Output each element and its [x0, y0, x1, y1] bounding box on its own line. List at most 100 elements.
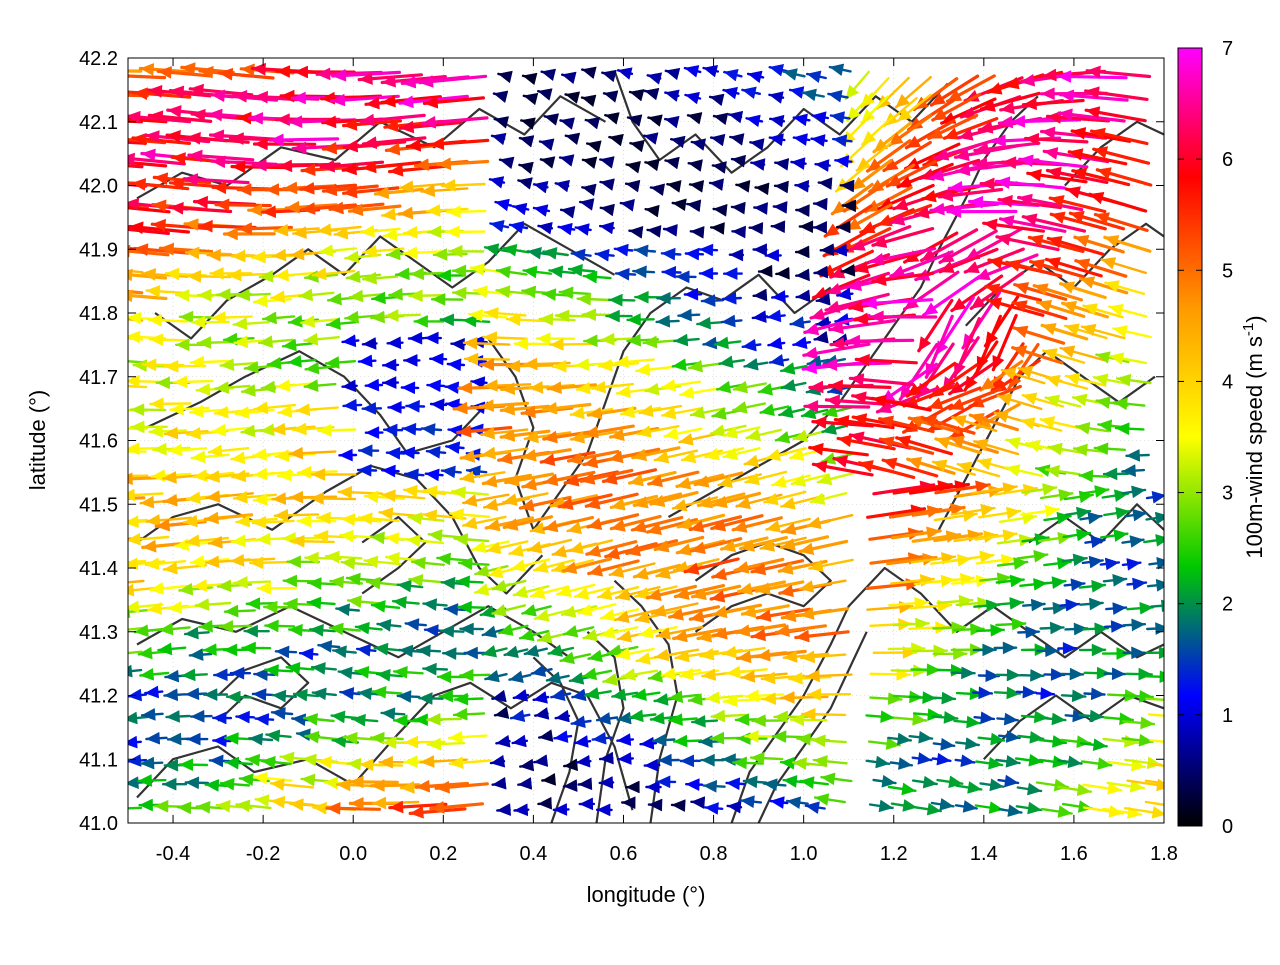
wind-vector-462 [776, 267, 789, 279]
wind-vector-733 [406, 400, 424, 412]
wind-vector-781 [403, 423, 421, 435]
wind-vector-353 [490, 220, 508, 232]
wind-vector-782 [422, 424, 441, 436]
wind-vector-311 [621, 199, 635, 211]
wind-vector-1539 [186, 777, 208, 789]
wind-vector-1288 [995, 642, 1016, 654]
wind-vector-25 [666, 68, 680, 80]
wind-vector-451 [524, 266, 551, 278]
wind-vector-1352 [294, 689, 318, 701]
wind-vector-1333 [938, 664, 964, 676]
wind-vector-1314 [510, 671, 531, 683]
wind-vector-1395 [191, 710, 211, 722]
wind-vector-957 [1103, 490, 1128, 502]
y-tick-label-7: 41.7 [79, 367, 118, 389]
wind-vector-1483 [1061, 736, 1090, 748]
wind-vector-455 [616, 268, 635, 280]
colorbar [1178, 48, 1202, 826]
wind-vector-1194 [1044, 602, 1066, 614]
colorbar-tick-label-4: 4 [1222, 371, 1233, 393]
wind-vector-830 [427, 446, 445, 458]
wind-vector-908 [1046, 465, 1079, 477]
wind-vector-1262 [417, 645, 440, 657]
wind-vector-1458 [513, 735, 527, 747]
wind-vector-1125 [557, 585, 594, 597]
wind-vector-1492 [210, 755, 230, 767]
wind-vector-1602 [515, 804, 529, 816]
wind-vector-1149 [1104, 574, 1126, 586]
wind-vector-463 [796, 269, 809, 281]
wind-vector-409 [662, 248, 680, 260]
wind-vector-1485 [1104, 735, 1138, 747]
wind-vector-910 [1104, 468, 1128, 480]
wind-vector-1304 [287, 662, 314, 674]
wind-vector-1193 [1023, 599, 1044, 611]
wind-vector-1377 [808, 688, 850, 700]
wind-vector-352 [446, 226, 484, 238]
wind-vector-114 [521, 118, 535, 130]
colorbar-label-end: ) [1242, 315, 1267, 322]
wind-vector-17 [498, 71, 512, 83]
wind-vector-1150 [1128, 578, 1147, 590]
y-tick-label-8: 41.8 [79, 303, 118, 325]
wind-vector-1254 [243, 642, 271, 654]
wind-vector-1353 [313, 688, 336, 700]
wind-vector-1354 [340, 687, 359, 699]
wind-vector-1156 [196, 599, 231, 611]
wind-vector-316 [732, 202, 746, 214]
colorbar-tick-label-2: 2 [1222, 594, 1233, 616]
wind-vector-1062 [231, 554, 274, 566]
wind-vector-335 [1090, 192, 1146, 211]
wind-vector-78 [769, 92, 783, 104]
x-tick-label-4: 0.4 [519, 843, 547, 865]
wind-vector-1378 [870, 693, 901, 705]
wind-vector-125 [747, 115, 763, 127]
wind-vector-1612 [728, 801, 742, 813]
wind-vector-208 [438, 158, 488, 170]
wind-vector-478 [1076, 259, 1126, 276]
wind-vector-652 [720, 356, 744, 368]
wind-vector-1368 [633, 689, 660, 701]
wind-vector-1572 [913, 776, 937, 788]
wind-vector-1622 [956, 801, 977, 813]
wind-vector-1247 [1147, 623, 1168, 635]
wind-vector-164 [566, 133, 580, 145]
wind-vector-1592 [271, 796, 313, 808]
wind-vector-76 [724, 87, 739, 99]
wind-vector-310 [601, 204, 615, 216]
wind-vector-160 [431, 138, 488, 150]
wind-vector-18 [523, 73, 537, 85]
wind-vector-80 [803, 89, 824, 101]
wind-vector-126 [770, 115, 784, 127]
wind-vector-1570 [874, 775, 896, 787]
wind-vector-1197 [1106, 603, 1126, 615]
wind-vector-307 [534, 205, 549, 217]
wind-vector-1403 [352, 714, 377, 726]
wind-vector-69 [582, 95, 596, 107]
wind-vector-67 [538, 89, 552, 101]
wind-vector-263 [626, 180, 640, 192]
wind-vector-363 [711, 223, 725, 235]
wind-vector-1505 [491, 755, 505, 767]
colorbar-tick-label-5: 5 [1222, 260, 1233, 282]
wind-vector-75 [710, 94, 724, 106]
wind-vector-878 [426, 469, 443, 481]
wind-vector-683 [366, 379, 382, 391]
wind-vector-606 [768, 337, 784, 349]
wind-vector-217 [666, 157, 680, 169]
x-tick-label-10: 1.6 [1060, 843, 1088, 865]
wind-vector-1617 [815, 794, 845, 806]
wind-vector-1310 [423, 663, 447, 675]
wind-vector-649 [636, 364, 674, 376]
wind-vector-77 [742, 87, 759, 99]
wind-vector-312 [646, 205, 660, 217]
wind-vector-968 [275, 509, 318, 521]
colorbar-tick-label-1: 1 [1222, 705, 1233, 727]
wind-vector-1315 [532, 665, 552, 677]
wind-vector-928 [452, 487, 488, 499]
wind-vector-1457 [496, 735, 510, 747]
wind-vector-703 [782, 380, 806, 392]
wind-vector-368 [814, 221, 827, 233]
wind-vector-1626 [1042, 806, 1072, 818]
wind-vector-522 [986, 284, 1041, 300]
